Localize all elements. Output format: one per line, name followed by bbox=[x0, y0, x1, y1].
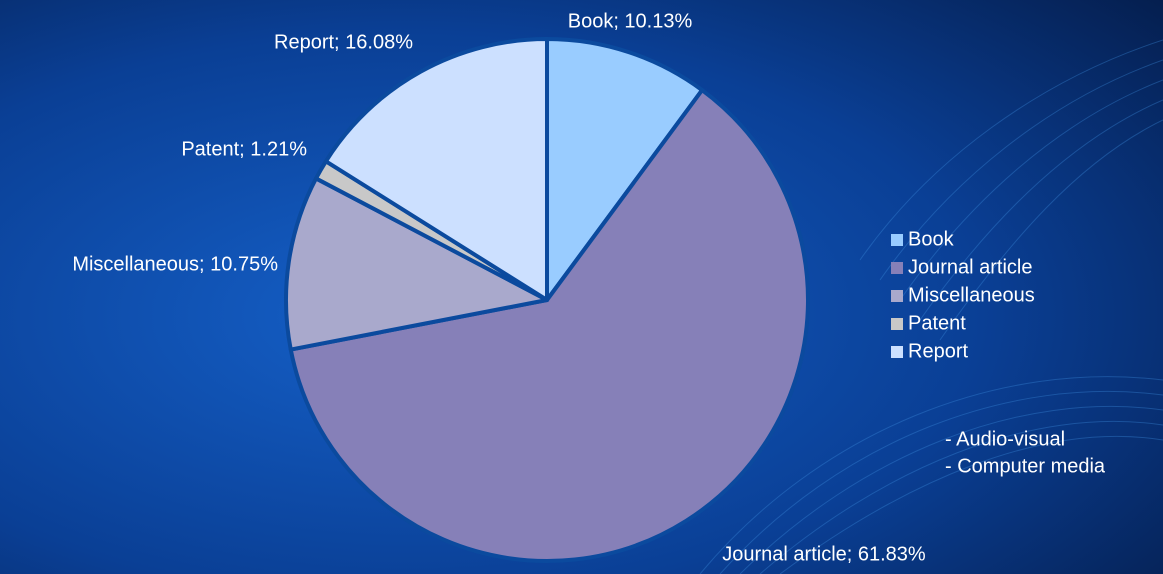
data-label: Journal article; 61.83% bbox=[722, 543, 926, 565]
legend-swatch bbox=[891, 290, 903, 302]
data-label: Book; 10.13% bbox=[568, 10, 693, 32]
legend-label: Report bbox=[908, 340, 968, 362]
pie bbox=[286, 39, 808, 561]
legend-label: Patent bbox=[908, 312, 966, 334]
legend-label: Journal article bbox=[908, 256, 1033, 278]
legend-swatch bbox=[891, 262, 903, 274]
legend-swatch bbox=[891, 234, 903, 246]
chart: Book; 10.13% Journal article; 61.83% Misce… bbox=[0, 0, 1163, 574]
annotation: - Computer media bbox=[945, 455, 1106, 477]
data-label: Patent; 1.21% bbox=[181, 138, 307, 160]
legend-label: Miscellaneous bbox=[908, 284, 1035, 306]
data-label: Report; 16.08% bbox=[274, 31, 413, 53]
data-label: Miscellaneous; 10.75% bbox=[72, 253, 278, 275]
page: {"chart_data": {"type": "pie", "categori… bbox=[0, 0, 1163, 574]
legend-swatch bbox=[891, 318, 903, 330]
legend-swatch bbox=[891, 346, 903, 358]
annotation: - Audio-visual bbox=[945, 428, 1065, 450]
legend-label: Book bbox=[908, 228, 955, 250]
